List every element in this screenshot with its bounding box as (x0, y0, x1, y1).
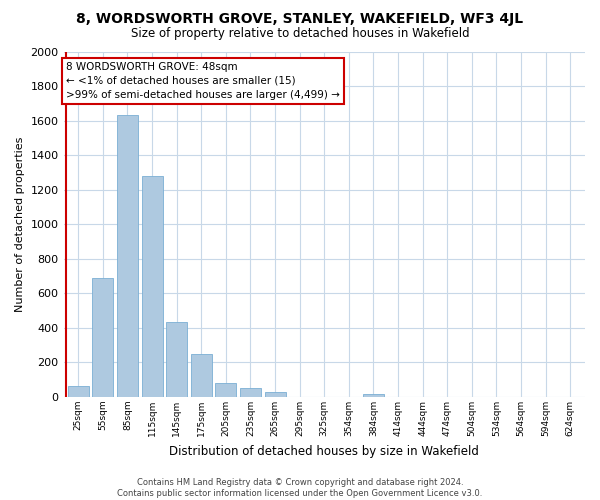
Bar (215, 383, 236, 397)
Y-axis label: Number of detached properties: Number of detached properties (15, 136, 25, 312)
Bar (142, 176, 163, 397)
Text: Size of property relative to detached houses in Wakefield: Size of property relative to detached ho… (131, 28, 469, 40)
Bar (92, 278, 113, 397)
X-axis label: Distribution of detached houses by size in Wakefield: Distribution of detached houses by size … (169, 444, 479, 458)
Text: 8 WORDSWORTH GROVE: 48sqm
← <1% of detached houses are smaller (15)
>99% of semi: 8 WORDSWORTH GROVE: 48sqm ← <1% of detac… (66, 62, 340, 100)
Bar (191, 354, 212, 397)
Bar (363, 394, 384, 397)
Bar (68, 386, 89, 397)
Bar (265, 392, 286, 397)
Bar (240, 388, 261, 397)
Bar (166, 322, 187, 397)
Text: Contains HM Land Registry data © Crown copyright and database right 2024.
Contai: Contains HM Land Registry data © Crown c… (118, 478, 482, 498)
Bar (117, 116, 138, 397)
Text: 8, WORDSWORTH GROVE, STANLEY, WAKEFIELD, WF3 4JL: 8, WORDSWORTH GROVE, STANLEY, WAKEFIELD,… (76, 12, 524, 26)
